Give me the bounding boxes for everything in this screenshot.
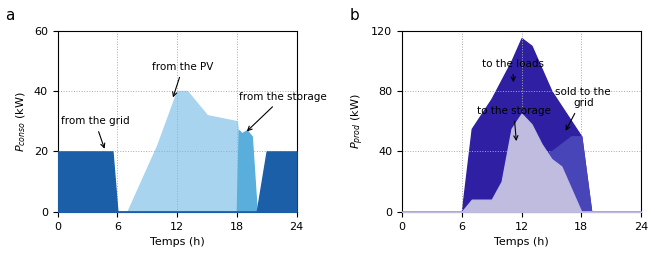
Text: from the grid: from the grid (61, 116, 129, 148)
X-axis label: Temps (h): Temps (h) (150, 237, 204, 247)
Text: from the PV: from the PV (152, 62, 214, 96)
Text: sold to the
grid: sold to the grid (555, 87, 611, 130)
Text: to the storage: to the storage (477, 106, 551, 140)
Text: a: a (5, 8, 14, 23)
Text: b: b (350, 8, 360, 23)
X-axis label: Temps (h): Temps (h) (494, 237, 549, 247)
Y-axis label: $P_{conso}$ (kW): $P_{conso}$ (kW) (14, 91, 28, 152)
Y-axis label: $P_{prod}$ (kW): $P_{prod}$ (kW) (349, 93, 365, 149)
Text: to the loads: to the loads (481, 59, 544, 81)
Text: from the storage: from the storage (239, 92, 327, 131)
